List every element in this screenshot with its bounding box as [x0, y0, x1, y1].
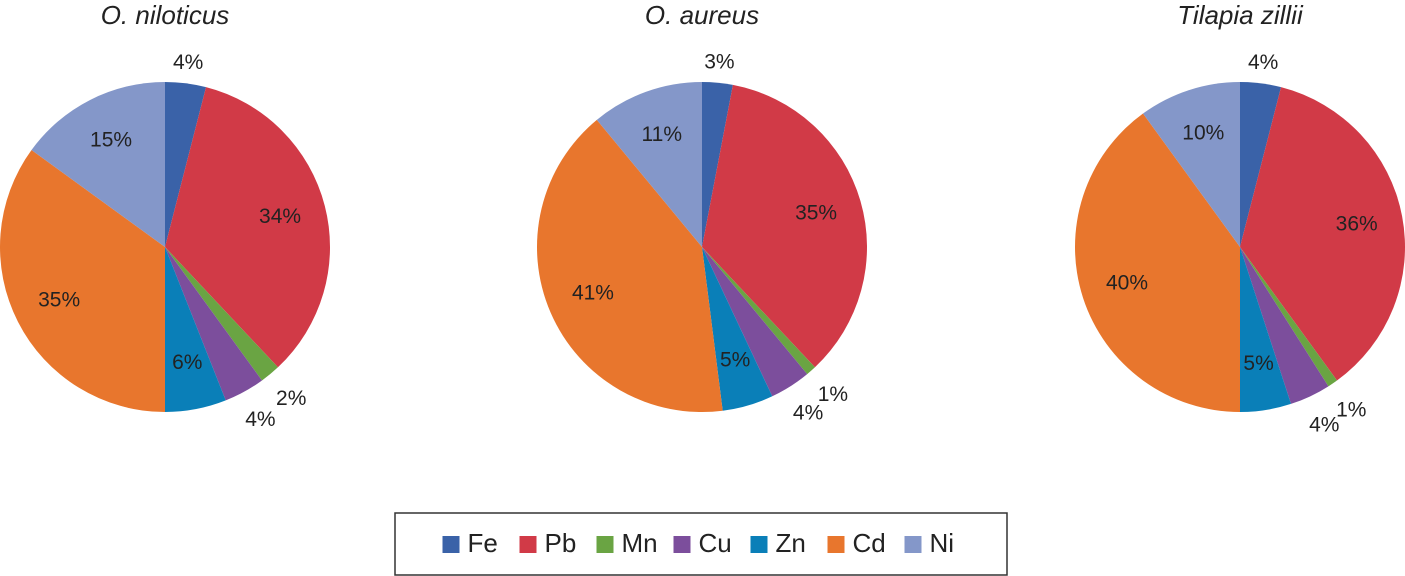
data-label: 6% [172, 351, 202, 374]
pie-slice [0, 150, 165, 412]
data-label: 36% [1336, 212, 1378, 235]
data-label: 11% [642, 123, 682, 146]
pie-slice [537, 119, 723, 412]
pie-slice [596, 82, 702, 247]
pie-slice [702, 247, 808, 397]
legend-swatch [673, 536, 691, 553]
pie-slice [31, 82, 166, 247]
pie-slice [702, 82, 733, 247]
data-label: 4% [1248, 51, 1278, 74]
legend-label: Cd [853, 528, 886, 558]
data-label: 35% [795, 201, 837, 224]
chart-title: O. aureus [645, 0, 759, 30]
data-label: 5% [1243, 352, 1273, 375]
pie-slice [1240, 87, 1405, 381]
pie-slice [165, 87, 330, 368]
legend-label: Fe [468, 528, 498, 558]
pie-slice [165, 247, 278, 381]
pie-slice [165, 247, 262, 401]
pie-slice [165, 82, 207, 247]
legend-swatch [750, 536, 768, 553]
legend-swatch [904, 536, 922, 553]
data-label: 1% [818, 383, 848, 406]
legend-label: Ni [930, 528, 955, 558]
data-label: 4% [173, 51, 203, 74]
legend-swatch [596, 536, 614, 553]
data-label: 3% [704, 51, 734, 74]
pie-slice [1240, 247, 1291, 412]
pie-slice [702, 84, 867, 368]
legend-label: Mn [622, 528, 658, 558]
data-label: 35% [38, 288, 80, 311]
data-label: 4% [1309, 414, 1339, 437]
data-label: 40% [1106, 271, 1148, 294]
pie-slice [702, 247, 773, 411]
pie-slice [1074, 113, 1240, 412]
data-label: 41% [572, 282, 614, 305]
legend-label: Pb [545, 528, 577, 558]
legend-box [394, 512, 1008, 576]
legend-swatch [442, 536, 460, 553]
pie-slice [1143, 82, 1240, 247]
chart-title: Tilapia zillii [1177, 0, 1304, 30]
legend-label: Zn [776, 528, 806, 558]
legend-swatch [519, 536, 537, 553]
data-label: 1% [1336, 398, 1366, 421]
legend-label: Cu [699, 528, 732, 558]
data-label: 4% [245, 408, 275, 431]
data-label: 10% [1182, 122, 1224, 145]
pie-slice [702, 247, 815, 375]
pie-slice [165, 247, 226, 412]
pie-slice [1240, 247, 1337, 387]
data-label: 2% [276, 387, 306, 410]
pie-slice [1240, 247, 1329, 404]
legend-swatch [827, 536, 845, 553]
data-label: 4% [793, 402, 823, 425]
data-label: 34% [259, 205, 301, 228]
chart-title: O. niloticus [101, 0, 230, 30]
pie-slice [1240, 82, 1282, 247]
data-label: 15% [90, 129, 132, 152]
data-label: 5% [720, 349, 750, 372]
